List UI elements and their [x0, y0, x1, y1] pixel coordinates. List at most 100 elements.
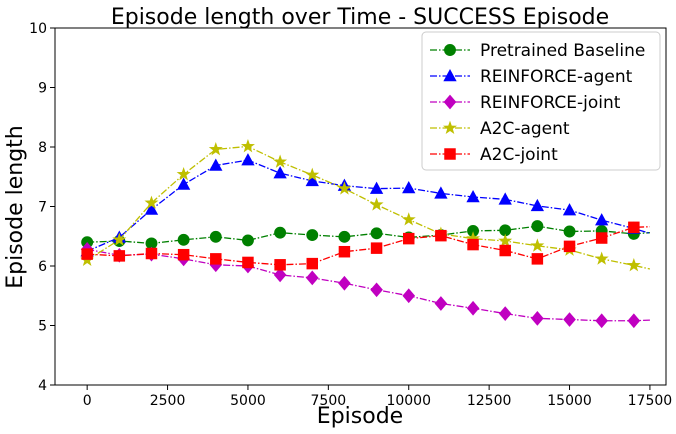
data-point [177, 248, 190, 261]
data-point [595, 213, 609, 226]
data-point [305, 173, 319, 187]
data-point [145, 237, 158, 250]
y-tick-label: 10 [29, 21, 47, 37]
data-point [209, 230, 222, 243]
data-point [530, 198, 545, 212]
data-point [306, 229, 319, 242]
data-point [273, 166, 287, 179]
data-point [241, 153, 255, 166]
chart-title: Episode length over Time - SUCCESS Episo… [111, 5, 609, 30]
data-point [177, 233, 190, 246]
data-point [337, 181, 352, 195]
x-tick-label: 7500 [311, 393, 347, 409]
legend-label: REINFORCE-agent [480, 67, 633, 87]
legend-item: A2C-agent [430, 119, 570, 139]
y-tick-label: 6 [38, 259, 47, 275]
data-point [144, 195, 159, 209]
data-point [176, 177, 191, 190]
data-point [466, 189, 480, 203]
data-point [499, 244, 511, 257]
x-tick-label: 15000 [547, 393, 592, 409]
legend: Pretrained Baseline REINFORCE-agent REINFO… [421, 31, 661, 171]
data-point [210, 253, 222, 265]
y-tick-label: 9 [38, 81, 47, 97]
legend-marker [443, 120, 457, 134]
data-point [144, 202, 159, 215]
y-tick-label: 5 [38, 319, 47, 335]
data-point [274, 226, 287, 239]
data-point [241, 234, 254, 247]
x-tick-label: 12500 [467, 393, 512, 409]
x-tick-label: 2500 [150, 393, 186, 409]
x-tick-label: 10000 [386, 393, 431, 409]
data-point [369, 197, 384, 211]
data-point [113, 250, 126, 262]
data-point [498, 306, 512, 321]
y-tick-label: 8 [38, 140, 47, 156]
data-point [434, 296, 448, 311]
data-point [370, 282, 383, 298]
data-point [628, 221, 640, 234]
data-point [274, 259, 286, 271]
data-point [595, 232, 608, 244]
legend-label: Pretrained Baseline [480, 41, 645, 61]
data-point [435, 229, 447, 242]
data-point [594, 251, 609, 265]
data-point [563, 240, 576, 253]
legend-marker [444, 44, 456, 56]
series-line [86, 159, 651, 252]
data-point [467, 238, 479, 251]
legend-item: REINFORCE-agent [430, 67, 633, 87]
data-point [402, 232, 415, 245]
legend-marker [443, 94, 457, 110]
series-a2c-joint [81, 221, 650, 271]
legend-label: A2C-agent [480, 119, 570, 139]
data-point [81, 248, 93, 260]
series-reinforce-joint [80, 241, 650, 329]
legend-label: REINFORCE-joint [480, 93, 621, 113]
y-tick-label: 7 [38, 200, 47, 216]
x-tick-label: 0 [83, 393, 92, 409]
legend-label: A2C-joint [480, 145, 558, 165]
data-point [305, 167, 320, 181]
data-point [338, 230, 351, 243]
y-tick-label: 4 [38, 378, 47, 394]
data-point [562, 203, 577, 216]
data-point [402, 181, 416, 194]
data-point [273, 154, 288, 168]
x-axis-title: Episode [317, 404, 403, 429]
data-point [531, 220, 544, 233]
data-point [531, 253, 544, 265]
y-axis-title: Episode length [3, 125, 28, 289]
data-point [242, 256, 254, 269]
data-point [305, 270, 319, 286]
data-point [369, 181, 384, 194]
data-point [208, 142, 223, 156]
data-point [112, 232, 127, 246]
legend-item: Pretrained Baseline [430, 41, 645, 61]
data-point [467, 224, 480, 237]
legend-marker [444, 148, 456, 160]
x-tick-label: 17500 [628, 393, 673, 409]
data-point [498, 192, 512, 205]
data-point [338, 275, 351, 291]
data-point [176, 167, 191, 181]
data-point [530, 238, 545, 252]
data-point [370, 242, 383, 254]
series-line [87, 248, 650, 322]
data-point [240, 139, 255, 153]
data-point [370, 227, 383, 240]
legend-item: REINFORCE-joint [430, 93, 621, 113]
data-point [563, 312, 576, 327]
data-point [595, 313, 608, 329]
data-point [466, 231, 481, 245]
data-point [209, 158, 223, 171]
data-point [498, 233, 513, 247]
data-point [402, 288, 416, 304]
data-point [145, 247, 158, 260]
legend-item: A2C-joint [430, 145, 558, 165]
x-tick-label: 5000 [230, 393, 266, 409]
data-point [338, 245, 351, 258]
data-point [306, 257, 319, 270]
